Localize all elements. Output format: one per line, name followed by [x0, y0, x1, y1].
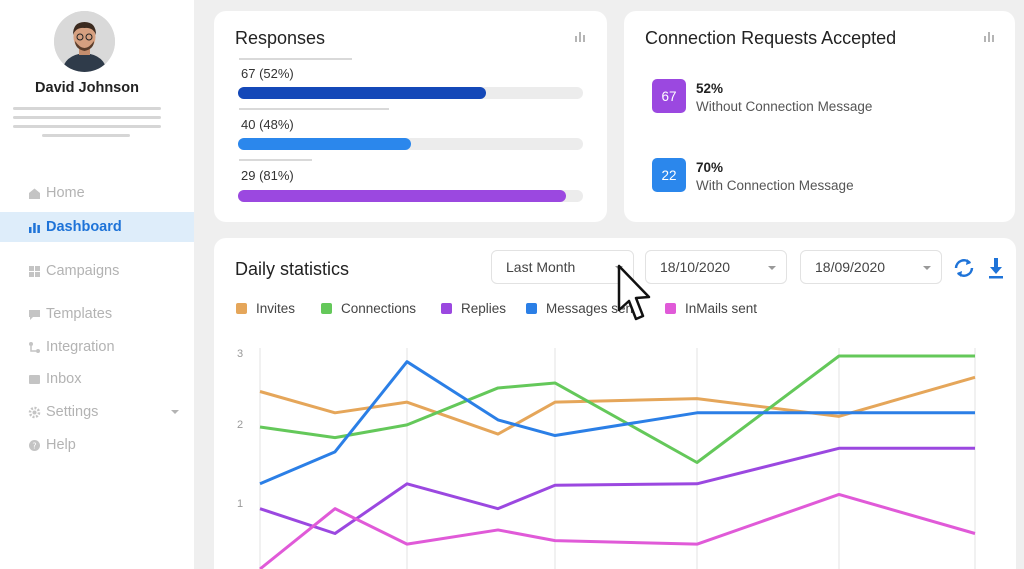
connection-percent: 52% [696, 81, 724, 96]
sidebar-item-settings[interactable]: Settings [0, 397, 194, 427]
profile-placeholder-line [13, 116, 161, 119]
legend-item-invites[interactable]: Invites [236, 301, 295, 316]
bar-chart-icon[interactable] [983, 31, 995, 43]
date-to-dropdown[interactable]: 18/09/2020 [800, 250, 942, 284]
responses-card: Responses 67 (52%) 40 (48%) 29 (81%) [214, 11, 607, 222]
date-to-value: 18/09/2020 [815, 259, 886, 275]
y-tick-label: 3 [237, 348, 244, 360]
home-icon [29, 188, 40, 199]
connection-description: Without Connection Message [696, 99, 873, 114]
chevron-down-icon[interactable] [171, 410, 179, 414]
sidebar-item-help[interactable]: ? Help [0, 430, 194, 460]
progress-fill [238, 190, 566, 202]
sidebar-item-label: Dashboard [46, 219, 122, 235]
period-value: Last Month [506, 259, 576, 275]
gear-icon [28, 406, 41, 418]
progress-track [238, 87, 583, 99]
response-label: 40 (48%) [241, 117, 294, 132]
avatar[interactable] [54, 11, 115, 72]
sidebar-item-campaigns[interactable]: Campaigns [0, 256, 194, 286]
integration-icon [29, 341, 40, 353]
bar-chart-icon[interactable] [574, 31, 586, 43]
legend-item-connections[interactable]: Connections [321, 301, 416, 316]
refresh-icon[interactable] [952, 256, 976, 280]
legend-label: Messages sent [546, 301, 637, 316]
series-line-replies [259, 446, 975, 535]
profile-placeholder-line [13, 125, 161, 128]
progress-track [238, 138, 583, 150]
help-icon: ? [29, 439, 40, 451]
sidebar-item-label: Inbox [46, 371, 82, 387]
user-name: David Johnson [35, 80, 139, 96]
chevron-down-icon [923, 266, 931, 270]
row-divider [239, 108, 389, 110]
date-from-dropdown[interactable]: 18/10/2020 [645, 250, 787, 284]
connection-requests-card: Connection Requests Accepted 67 52% With… [624, 11, 1015, 222]
connections-title: Connection Requests Accepted [645, 28, 897, 48]
connection-description: With Connection Message [696, 178, 854, 193]
legend-item-replies[interactable]: Replies [441, 301, 506, 316]
response-label: 29 (81%) [241, 168, 294, 183]
sidebar-item-inbox[interactable]: Inbox [0, 364, 194, 394]
row-divider [239, 159, 312, 161]
series-line-messages-sent [259, 360, 975, 486]
user-photo-icon [54, 11, 115, 72]
period-dropdown[interactable]: Last Month [491, 250, 634, 284]
legend-swatch [526, 303, 537, 314]
bar-chart-icon [29, 222, 40, 233]
legend-label: Connections [341, 301, 417, 316]
sidebar-item-integration[interactable]: Integration [0, 332, 194, 362]
chevron-down-icon [768, 266, 776, 270]
y-tick-label: 1 [237, 498, 244, 510]
sidebar-item-label: Templates [46, 306, 113, 322]
legend-swatch [321, 303, 332, 314]
daily-statistics-title: Daily statistics [235, 259, 350, 279]
download-icon[interactable] [987, 257, 1005, 279]
sidebar-item-dashboard[interactable]: Dashboard [0, 212, 194, 242]
mouse-pointer-icon [617, 264, 651, 321]
legend-swatch [665, 303, 676, 314]
sidebar-item-label: Home [46, 185, 85, 201]
progress-fill [238, 138, 411, 150]
sidebar-item-label: Campaigns [46, 263, 120, 279]
progress-fill [238, 87, 487, 99]
sidebar-item-label: Settings [46, 404, 99, 420]
sidebar-item-label: Help [46, 437, 76, 453]
inbox-icon [29, 374, 40, 384]
connection-percent: 70% [696, 160, 724, 175]
grid-icon [29, 265, 40, 277]
chat-icon [29, 309, 40, 320]
series-line-inmails-sent [259, 492, 976, 569]
sidebar: David Johnson Home Dashboard Campaigns T… [0, 0, 194, 569]
legend-item-inmails-sent[interactable]: InMails sent [665, 301, 757, 316]
connection-count-badge: 22 [652, 158, 686, 192]
legend-label: Invites [256, 301, 296, 316]
legend-swatch [441, 303, 452, 314]
profile-placeholder-line [13, 107, 161, 110]
legend-item-messages-sent[interactable]: Messages sent [526, 301, 637, 316]
connection-count-badge: 67 [652, 79, 686, 113]
sidebar-item-home[interactable]: Home [0, 178, 194, 208]
y-tick-label: 2 [237, 419, 244, 431]
legend-label: InMails sent [685, 301, 758, 316]
progress-track [238, 190, 583, 202]
row-divider [239, 58, 352, 60]
svg-text:?: ? [32, 441, 36, 450]
legend-label: Replies [461, 301, 507, 316]
responses-title: Responses [235, 28, 326, 48]
date-from-value: 18/10/2020 [660, 259, 731, 275]
profile-placeholder-line [42, 134, 130, 137]
response-label: 67 (52%) [241, 66, 294, 81]
sidebar-item-label: Integration [46, 339, 115, 355]
legend-swatch [236, 303, 247, 314]
sidebar-item-templates[interactable]: Templates [0, 299, 194, 329]
